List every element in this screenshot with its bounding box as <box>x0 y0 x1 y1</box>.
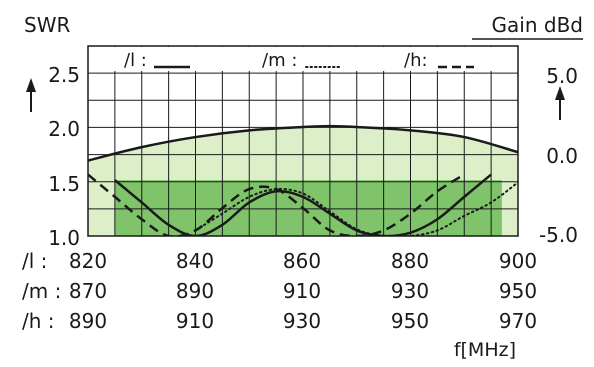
x-row-prefix-high: /h : <box>22 309 55 333</box>
left-tick-label: 2.0 <box>48 117 80 141</box>
gain-curve <box>88 124 518 162</box>
x-tick-label: 870 <box>69 279 107 303</box>
swr-curve-low-band <box>114 173 492 236</box>
plot-grid <box>88 46 518 236</box>
legend-label-low: /l : <box>124 50 147 71</box>
right-up-arrow-icon <box>555 86 565 120</box>
right-axis-label: Gain dBd <box>492 13 583 37</box>
x-tick-label: 910 <box>176 309 214 333</box>
swr-fill-area <box>114 180 502 236</box>
left-tick-label: 1.0 <box>48 226 80 250</box>
plot-frame <box>87 45 519 237</box>
x-tick-label: 970 <box>499 309 537 333</box>
swr-curve-mid-band <box>194 181 518 236</box>
x-tick-label: 860 <box>283 249 321 273</box>
legend: /l : /m : /h: <box>124 50 474 71</box>
x-tick-label: 890 <box>69 309 107 333</box>
x-tick-label: 950 <box>391 309 429 333</box>
left-axis-label: SWR <box>24 13 70 37</box>
legend-label-mid: /m : <box>262 50 297 71</box>
x-axis-label: f[MHz] <box>454 339 516 361</box>
x-tick-label: 950 <box>499 279 537 303</box>
right-tick-label: 0.0 <box>546 144 578 168</box>
left-tick-label: 2.5 <box>48 63 80 87</box>
x-tick-label: 910 <box>283 279 321 303</box>
right-tick-label: 5.0 <box>546 64 578 88</box>
x-tick-label: 820 <box>69 249 107 273</box>
x-tick-label: 930 <box>283 309 321 333</box>
x-row-prefix-low: /l : <box>22 249 47 273</box>
x-tick-label: 930 <box>391 279 429 303</box>
left-up-arrow-icon <box>26 78 36 112</box>
left-axis-ticks: 2.5 2.0 1.5 1.0 <box>48 63 80 250</box>
left-tick-label: 1.5 <box>48 172 80 196</box>
x-tick-label: 880 <box>391 249 429 273</box>
x-tick-label: 900 <box>499 249 537 273</box>
x-row-prefix-mid: /m : <box>22 279 61 303</box>
right-axis-ticks: 5.0 0.0 -5.0 <box>539 64 578 247</box>
x-axis-rows: /l : /m : /h : 820 840 860 880 900 870 8… <box>22 249 537 361</box>
x-tick-label: 890 <box>176 279 214 303</box>
legend-label-high: /h: <box>404 50 428 71</box>
x-tick-label: 840 <box>176 249 214 273</box>
swr-curve-high-band <box>88 173 465 236</box>
right-tick-label: -5.0 <box>539 223 578 247</box>
